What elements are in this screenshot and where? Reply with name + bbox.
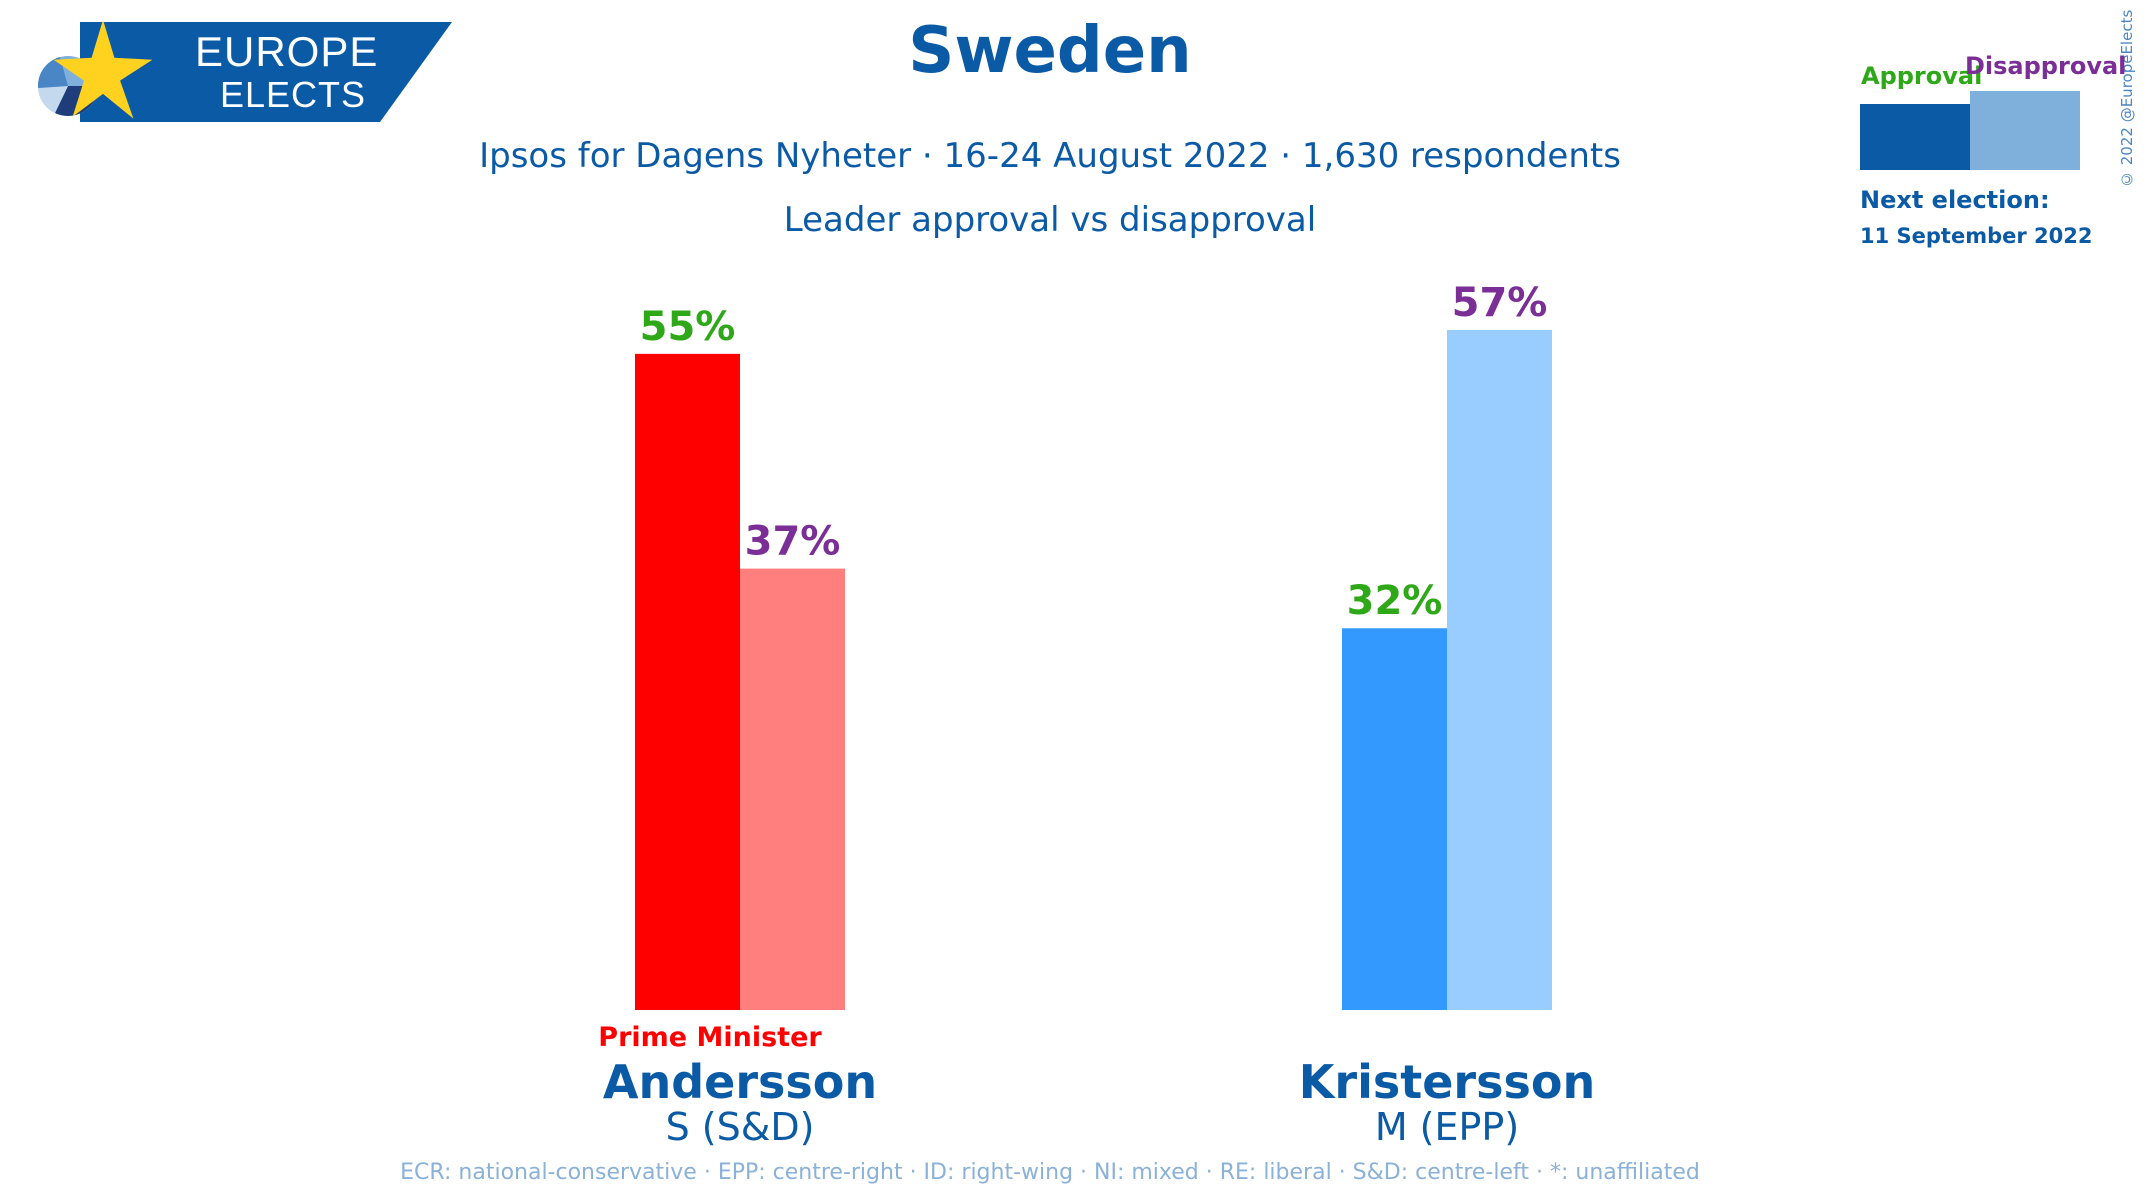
logo-line1: EUROPE <box>195 28 379 75</box>
data-label-kristersson-disapproval: 57% <box>1452 280 1548 326</box>
next-election-date: 11 September 2022 <box>1860 224 2093 248</box>
bar-kristersson-disapproval <box>1447 330 1552 1010</box>
bar-kristersson-approval <box>1342 628 1447 1010</box>
data-label-andersson-approval: 55% <box>640 304 736 350</box>
legend-disapproval-swatch <box>1970 91 2080 170</box>
chart-subtitle-2: Leader approval vs disapproval <box>783 200 1317 240</box>
legend-approval-swatch <box>1860 104 1970 170</box>
leader-party-andersson: S (S&D) <box>666 1105 815 1149</box>
leader-name-kristersson: Kristersson <box>1299 1055 1595 1109</box>
logo-graphic <box>37 22 452 122</box>
bar-andersson-approval <box>635 353 740 1011</box>
leader-party-kristersson: M (EPP) <box>1375 1105 1519 1149</box>
chart-title: Sweden <box>908 14 1192 88</box>
leader-name-andersson: Andersson <box>603 1055 877 1109</box>
footer-legend-text: ECR: national-conservative · EPP: centre… <box>400 1160 1700 1185</box>
legend-approval-label: Approval <box>1861 62 1983 90</box>
logo-line2: ELECTS <box>220 74 367 115</box>
leader-note-andersson: Prime Minister <box>598 1022 822 1053</box>
chart-subtitle: Ipsos for Dagens Nyheter · 16-24 August … <box>479 136 1621 176</box>
legend-disapproval-label: Disapproval <box>1965 52 2127 80</box>
europe-elects-logo: EUROPE ELECTS <box>20 22 460 122</box>
data-label-andersson-disapproval: 37% <box>745 519 841 565</box>
data-label-kristersson-approval: 32% <box>1347 578 1443 624</box>
bar-andersson-disapproval <box>740 568 845 1010</box>
next-election-label: Next election: <box>1860 186 2050 214</box>
legend: Approval Disapproval <box>1855 50 2126 250</box>
